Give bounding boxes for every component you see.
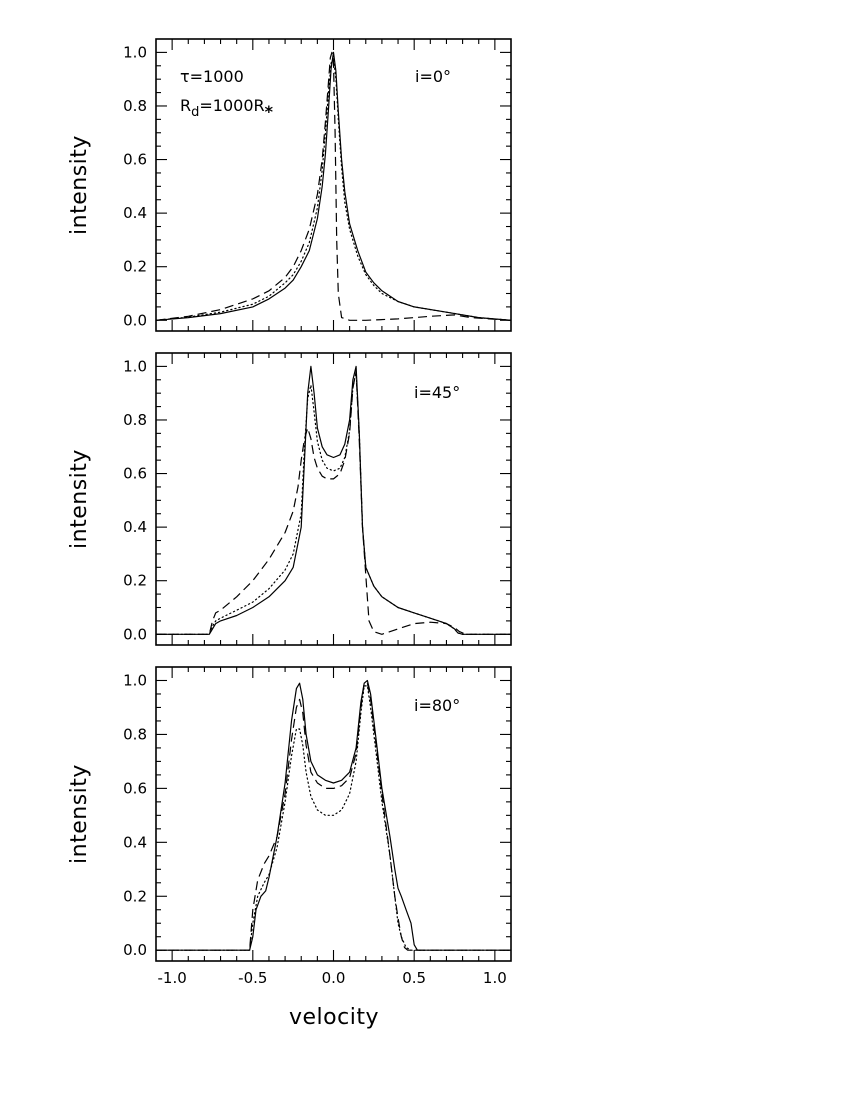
panel-bottom: 0.0 0.2 0.4 0.6 0.8 1.0 -1.0 -0.5 0.0 0.5 1.0 int…: [67, 666, 512, 1030]
x-tick-label: -0.5: [238, 969, 267, 987]
x-tick-label: 0.0: [322, 969, 346, 987]
y-axis-title: intensity: [67, 135, 92, 235]
y-axis-title: intensity: [67, 764, 92, 864]
series-line-dashed: [156, 371, 511, 635]
curves: [155, 365, 512, 635]
series-line-solid: [156, 679, 511, 951]
y-tick-label: 0.8: [123, 97, 147, 115]
inclination-annotation: i=0°: [415, 67, 451, 86]
series-line-dashed: [155, 51, 512, 321]
tau-annotation: τ=1000: [180, 67, 244, 86]
y-tick-label: 0.6: [123, 151, 147, 169]
y-tick-label: 0.8: [123, 411, 147, 429]
y-tick-label: 0.0: [123, 941, 147, 959]
y-tick-labels: 0.0 0.2 0.4 0.6 0.8 1.0: [123, 671, 147, 959]
y-tick-labels: 0.0 0.2 0.4 0.6 0.8 1.0: [123, 357, 147, 643]
tick-marks: [156, 39, 511, 331]
y-tick-label: 0.6: [123, 465, 147, 483]
panel-top: 0.0 0.2 0.4 0.6 0.8 1.0 intensity τ=1000 Rd=1…: [67, 38, 512, 332]
curves: [155, 51, 512, 321]
y-tick-label: 0.2: [123, 887, 147, 905]
x-tick-label: -1.0: [157, 969, 186, 987]
series-line-solid: [155, 51, 512, 321]
y-tick-label: 0.0: [123, 311, 147, 329]
x-axis-title: velocity: [289, 1005, 379, 1030]
inclination-annotation: i=45°: [414, 383, 460, 402]
series-line-dotted: [155, 371, 512, 635]
y-tick-label: 0.4: [123, 204, 147, 222]
y-tick-label: 0.0: [123, 625, 147, 643]
x-tick-labels: -1.0 -0.5 0.0 0.5 1.0: [157, 969, 506, 987]
rd-annotation: Rd=1000R*: [180, 96, 274, 121]
series-line-dotted: [155, 57, 512, 321]
inclination-annotation: i=80°: [414, 696, 460, 715]
rd-base: R: [180, 96, 191, 115]
series-line-solid: [156, 365, 511, 635]
y-tick-label: 1.0: [123, 671, 147, 689]
y-tick-label: 1.0: [123, 357, 147, 375]
panel-middle: 0.0 0.2 0.4 0.6 0.8 1.0 intensity i=45°: [67, 352, 512, 646]
curves: [155, 679, 512, 951]
x-tick-label: 0.5: [402, 969, 426, 987]
y-tick-label: 1.0: [123, 43, 147, 61]
y-tick-label: 0.2: [123, 572, 147, 590]
tick-marks: [156, 353, 511, 645]
x-tick-label: 1.0: [483, 969, 507, 987]
series-line-dotted: [155, 685, 512, 951]
rd-rest: =1000R: [199, 96, 264, 115]
rd-subscript: d: [191, 105, 199, 120]
y-tick-label: 0.2: [123, 258, 147, 276]
y-tick-label: 0.4: [123, 833, 147, 851]
y-axis-title: intensity: [67, 449, 92, 549]
series-line-dashed: [156, 682, 511, 951]
tick-marks: [156, 667, 511, 961]
rd-star: *: [265, 102, 274, 121]
y-tick-label: 0.4: [123, 518, 147, 536]
y-tick-labels: 0.0 0.2 0.4 0.6 0.8 1.0: [123, 43, 147, 329]
y-tick-label: 0.8: [123, 725, 147, 743]
y-tick-label: 0.6: [123, 779, 147, 797]
